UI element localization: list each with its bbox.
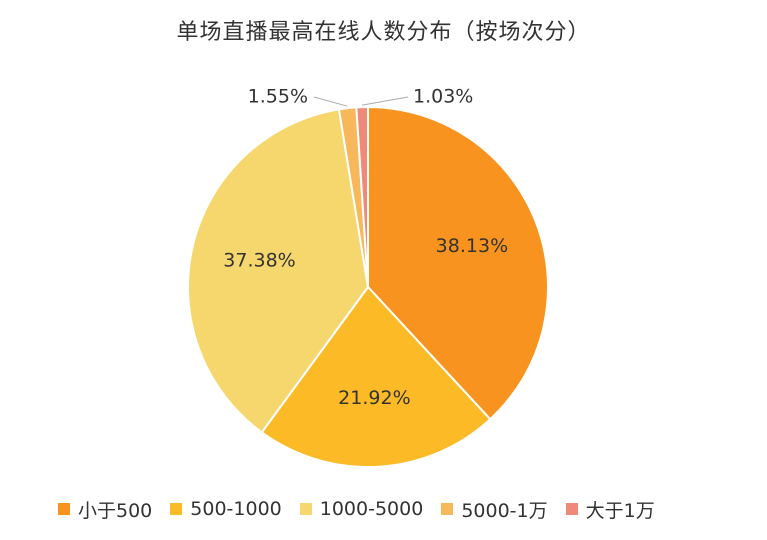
slice-value-label-4: 1.55% bbox=[248, 86, 308, 108]
legend-label: 500-1000 bbox=[190, 498, 282, 520]
pie-slice-5 bbox=[355, 105, 369, 288]
legend-label: 1000-5000 bbox=[319, 498, 424, 520]
legend-label: 小于500 bbox=[78, 499, 153, 522]
legend-item-5: 大于1万 bbox=[565, 496, 655, 523]
leader-line-4 bbox=[313, 96, 348, 107]
legend-swatch bbox=[299, 503, 312, 515]
chart-title: 单场直播最高在线人数分布（按场次分） bbox=[176, 20, 591, 45]
pie-slice-2 bbox=[260, 285, 492, 468]
slice-value-label-2: 21.92% bbox=[338, 387, 410, 409]
legend-item-2: 500-1000 bbox=[170, 498, 282, 520]
pie-leader-lines bbox=[313, 96, 409, 107]
chart-legend: 小于500 500-1000 1000-5000 5000-1万 大于1万 bbox=[58, 496, 655, 523]
legend-label: 大于1万 bbox=[585, 499, 655, 522]
legend-item-3: 1000-5000 bbox=[299, 498, 424, 520]
pie-slice-1 bbox=[367, 105, 549, 421]
slice-value-label-3: 37.38% bbox=[223, 250, 295, 272]
legend-swatch bbox=[170, 503, 183, 515]
slice-value-label-1: 38.13% bbox=[436, 235, 508, 257]
legend-label: 5000-1万 bbox=[461, 499, 548, 522]
pie-slices bbox=[187, 105, 549, 468]
slice-value-label-5: 1.03% bbox=[413, 86, 473, 108]
legend-swatch bbox=[441, 503, 454, 515]
pie-slice-3 bbox=[187, 108, 370, 434]
leader-line-5 bbox=[362, 96, 409, 106]
legend-item-1: 小于500 bbox=[58, 496, 152, 523]
pie-labels: 38.13% 21.92% 37.38% 1.55% 1.03% bbox=[223, 86, 508, 409]
legend-swatch bbox=[58, 503, 70, 515]
legend-swatch bbox=[565, 503, 578, 515]
legend-item-4: 5000-1万 bbox=[441, 496, 548, 523]
